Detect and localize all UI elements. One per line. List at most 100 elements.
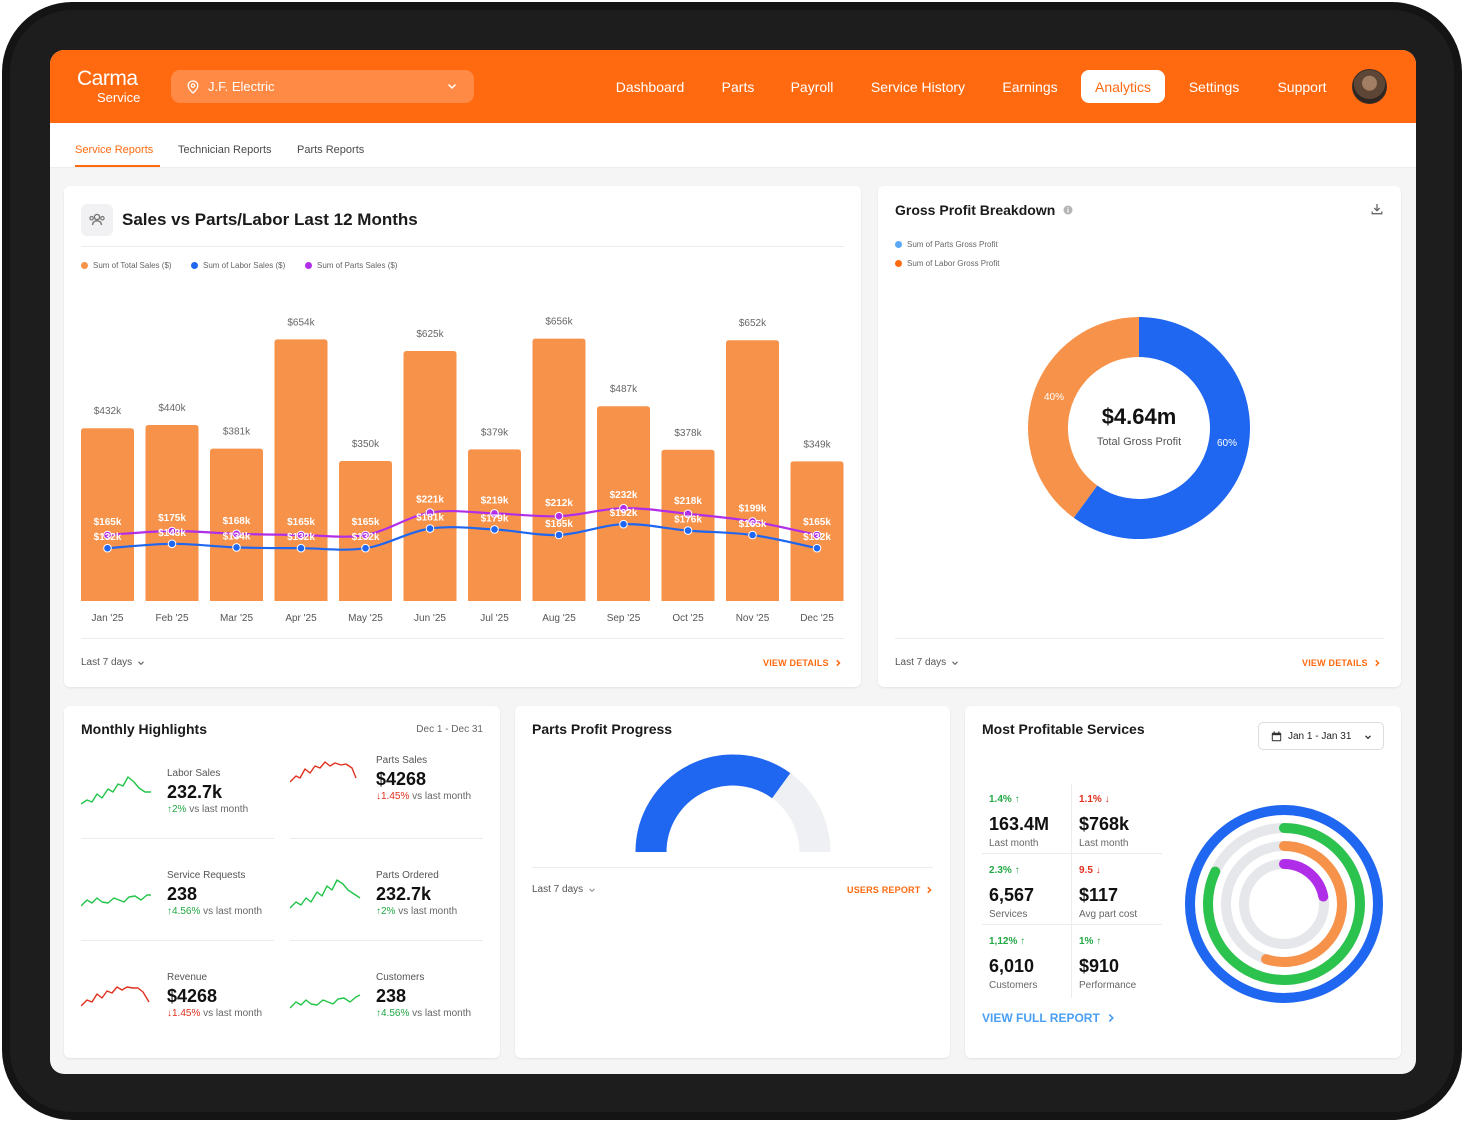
- brand-sub: Service: [97, 90, 141, 105]
- stat-avg-part-cost-change: 9.5 ↓: [1079, 865, 1101, 876]
- x-tick-label: Oct '25: [672, 613, 704, 624]
- labor-point: [554, 530, 564, 540]
- stat-last-month-value: 163.4M: [989, 814, 1050, 834]
- parts-value-label: $165k: [287, 517, 315, 528]
- legend-dot-blue: [191, 262, 198, 269]
- gross-profit-view-details-link[interactable]: VIEW DETAILS: [1302, 658, 1382, 668]
- parts-profit-title: Parts Profit Progress: [532, 721, 673, 737]
- change-pct: 1.45%: [172, 1008, 201, 1019]
- legend-dot-orange: [81, 262, 88, 269]
- location-pin-icon: [187, 79, 199, 94]
- x-tick-label: Aug '25: [542, 613, 576, 624]
- legend-labor-sales: Sum of Labor Sales ($): [191, 261, 285, 270]
- highlights-divider: [290, 940, 483, 941]
- parts-point: [554, 511, 564, 521]
- nav-payroll[interactable]: Payroll: [790, 78, 834, 95]
- bar-value-label: $350k: [352, 439, 380, 450]
- legend-parts-sales-label: Sum of Parts Sales ($): [317, 261, 398, 270]
- hl-customers-label: Customers: [376, 972, 425, 983]
- hl-labor-sales-value: 232.7k: [167, 782, 223, 802]
- nav-analytics[interactable]: Analytics: [1081, 70, 1165, 103]
- nav-support[interactable]: Support: [1277, 78, 1327, 95]
- labor-value-label: $132k: [803, 532, 831, 543]
- chevron-down-icon: [138, 660, 145, 665]
- brand-logo[interactable]: Carma Service: [77, 68, 140, 106]
- gross-profit-card: Gross Profit Breakdown Sum of Parts Gros…: [878, 186, 1401, 687]
- nav-service-history[interactable]: Service History: [870, 78, 966, 95]
- bar-3: [210, 448, 263, 601]
- labor-value-label: $132k: [94, 532, 122, 543]
- view-full-report-link[interactable]: VIEW FULL REPORT: [982, 1011, 1117, 1025]
- tab-service-reports[interactable]: Service Reports: [75, 144, 154, 156]
- labor-value-label: $134k: [223, 531, 251, 542]
- date-range-picker[interactable]: Jan 1 - Jan 31: [1258, 722, 1384, 750]
- bar-4: [274, 339, 328, 601]
- revenue-sparkline: [81, 986, 150, 1007]
- info-icon[interactable]: [1063, 205, 1073, 215]
- bar-value-label: $654k: [287, 317, 315, 328]
- sales-range-dropdown[interactable]: Last 7 days: [81, 657, 146, 668]
- nav-dashboard[interactable]: Dashboard: [615, 78, 685, 95]
- sales-chart-title: Sales vs Parts/Labor Last 12 Months: [122, 210, 418, 229]
- parts-profit-range-dropdown[interactable]: Last 7 days: [532, 884, 597, 895]
- change-pct: 4.56%: [172, 906, 201, 917]
- nav-parts[interactable]: Parts: [721, 78, 755, 95]
- most-profitable-title: Most Profitable Services: [982, 721, 1145, 737]
- gross-profit-view-details-label: VIEW DETAILS: [1302, 658, 1368, 668]
- bar-2: [145, 425, 199, 601]
- sales-view-details-link[interactable]: VIEW DETAILS: [763, 658, 843, 668]
- bar-1: [81, 428, 134, 601]
- hl-labor-sales-change: ↑2% vs last month: [167, 804, 248, 815]
- labor-point: [103, 543, 112, 553]
- hl-service-requests-change: ↑4.56% vs last month: [167, 906, 262, 917]
- stat-performance-label: Performance: [1079, 980, 1137, 991]
- bar-value-label: $378k: [674, 428, 702, 439]
- view-full-report-label: VIEW FULL REPORT: [982, 1011, 1100, 1025]
- hl-revenue-value: $4268: [167, 986, 218, 1006]
- download-icon[interactable]: [1370, 202, 1384, 216]
- parts-point: [103, 530, 112, 540]
- gross-profit-title: Gross Profit Breakdown: [895, 202, 1056, 218]
- calendar-icon: [1271, 731, 1282, 741]
- gross-profit-range-dropdown[interactable]: Last 7 days: [895, 657, 960, 668]
- hl-service-requests-label: Service Requests: [167, 870, 246, 881]
- report-tabs: Service Reports Technician Reports Parts…: [50, 123, 1416, 168]
- change-suffix: vs last month: [200, 906, 263, 917]
- service-requests-sparkline: [81, 894, 151, 907]
- bar-10: [661, 449, 715, 601]
- chevron-down-icon: [952, 660, 959, 665]
- stat-avg-part-cost-label: Avg part cost: [1079, 909, 1138, 920]
- sales-range-label: Last 7 days: [81, 657, 133, 668]
- profitable-services-rings: [1185, 805, 1383, 1003]
- bar-value-label: $652k: [739, 318, 767, 329]
- legend-labor-sales-label: Sum of Labor Sales ($): [203, 261, 286, 270]
- company-selector[interactable]: J.F. Electric: [171, 70, 474, 103]
- parts-value-label: $175k: [158, 513, 186, 524]
- footer-divider: [81, 638, 844, 639]
- monthly-highlights-card: Monthly Highlights Dec 1 - Dec 31 Labor …: [64, 706, 500, 1058]
- stat-services-value: 6,567: [989, 885, 1035, 905]
- tab-technician-reports[interactable]: Technician Reports: [178, 144, 272, 156]
- bar-value-label: $487k: [610, 384, 638, 395]
- stats-divider: [982, 853, 1162, 854]
- users-icon: [81, 204, 113, 236]
- change-arrow-up-icon: ↑: [376, 906, 381, 917]
- nav-earnings[interactable]: Earnings: [1002, 78, 1058, 95]
- tab-parts-reports[interactable]: Parts Reports: [297, 144, 365, 156]
- chevron-right-icon: [927, 886, 932, 894]
- change-pct: 2%: [172, 804, 187, 815]
- stat-performance-value: $910: [1079, 956, 1120, 976]
- bar-value-label: $379k: [481, 427, 509, 438]
- parts-value-label: $221k: [416, 495, 444, 506]
- change-arrow-up-icon: ↑: [167, 906, 172, 917]
- donut-total-value: $4.64m: [1101, 404, 1177, 429]
- users-report-label: USERS REPORT: [847, 885, 921, 895]
- stat-avg-part-cost-value: $117: [1079, 885, 1119, 905]
- users-report-link[interactable]: USERS REPORT: [847, 885, 934, 895]
- stat-last-month-label: Last month: [989, 838, 1039, 849]
- user-avatar[interactable]: [1352, 69, 1387, 104]
- nav-settings[interactable]: Settings: [1188, 78, 1240, 95]
- stat-customers-value: 6,010: [989, 956, 1035, 976]
- legend-dot-light-blue: [895, 241, 902, 248]
- parts-profit-card: Parts Profit Progress Last 7 days USERS …: [515, 706, 950, 1058]
